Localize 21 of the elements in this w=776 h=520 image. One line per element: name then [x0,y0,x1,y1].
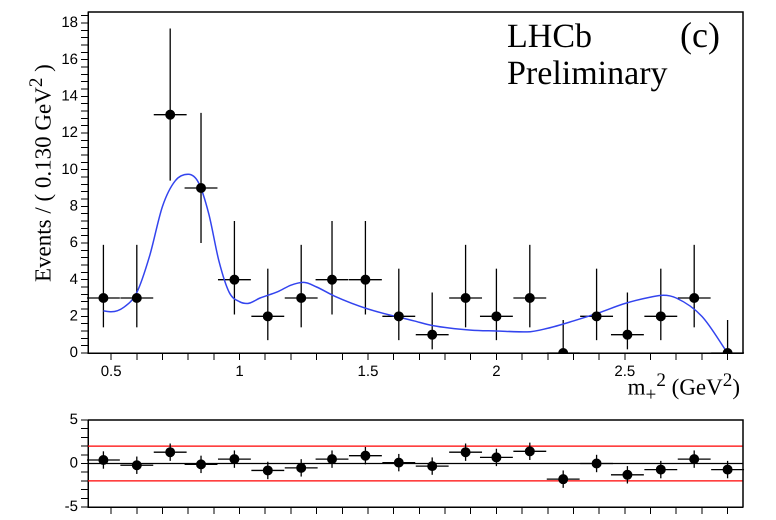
y-tick-label: 6 [70,234,78,252]
y-tick-label: 12 [61,124,78,142]
x-tick-label: 1.5 [358,363,378,380]
y-tick-label: 18 [61,14,78,32]
x-tick-label: 2 [492,363,501,380]
y-tick-label: 14 [61,87,78,104]
y-tick-label: 0 [70,344,78,362]
y-tick-label: 0 [70,454,78,472]
y-tick-label: 8 [70,197,78,214]
annotation: LHCb [507,18,592,56]
x-tick-label: 2.5 [614,363,636,380]
annotation: Preliminary [507,55,668,93]
y-tick-label: 16 [61,50,78,68]
y-tick-label: 10 [61,160,78,178]
x-tick-label: 0.5 [100,363,122,380]
y-tick-label: 4 [70,270,78,288]
x-tick-label: 1 [235,363,244,380]
y-tick-label: 2 [70,307,78,324]
annotation: (c) [680,14,720,56]
y-tick-label: 5 [70,411,78,428]
y-tick-label: -5 [64,498,78,516]
